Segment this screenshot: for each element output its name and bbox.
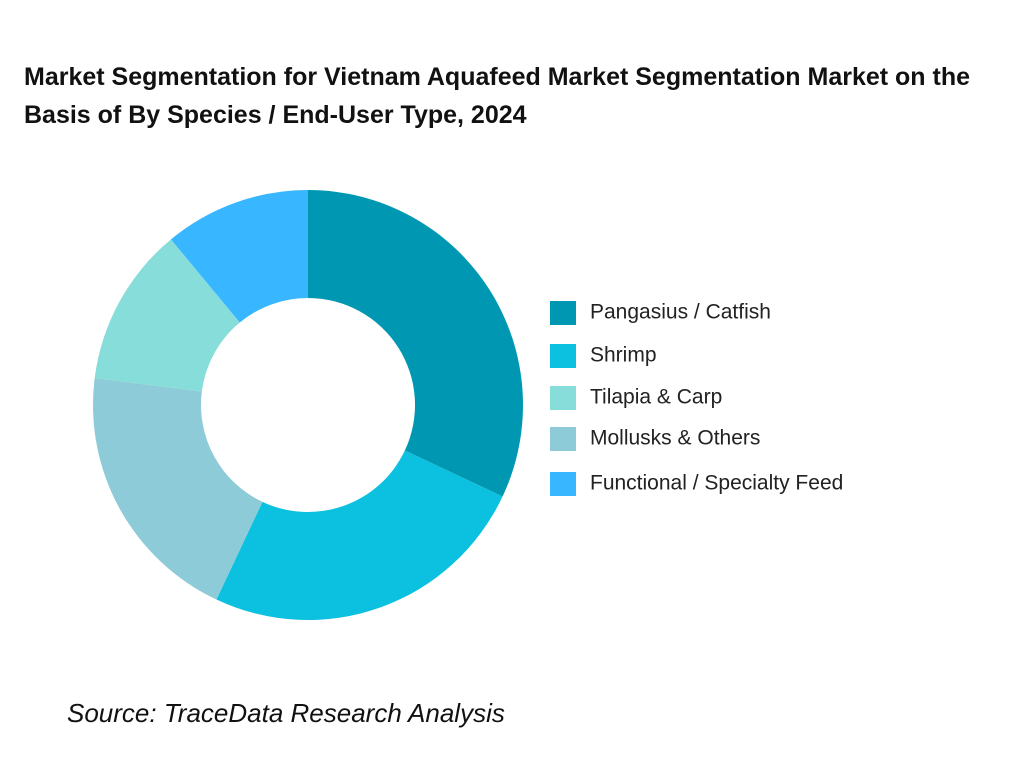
- donut-segment: [94, 239, 240, 392]
- source-note: Source: TraceData Research Analysis: [67, 698, 505, 728]
- donut-segment: [308, 190, 523, 497]
- legend-swatch: [550, 386, 576, 410]
- legend-label: Mollusks & Others: [590, 427, 760, 450]
- chart-title: Market Segmentation for Vietnam Aquafeed…: [24, 63, 971, 129]
- legend-swatch: [550, 301, 576, 325]
- donut-segment: [170, 190, 308, 323]
- donut-segment: [216, 450, 503, 620]
- legend-label: Shrimp: [590, 344, 657, 367]
- legend-swatch: [550, 427, 576, 451]
- legend-label: Functional / Specialty Feed: [590, 472, 843, 495]
- legend-label: Pangasius / Catfish: [590, 301, 771, 324]
- legend-swatch: [550, 472, 576, 496]
- legend-label: Tilapia & Carp: [590, 386, 722, 409]
- legend-swatch: [550, 344, 576, 368]
- donut-segment: [93, 378, 263, 600]
